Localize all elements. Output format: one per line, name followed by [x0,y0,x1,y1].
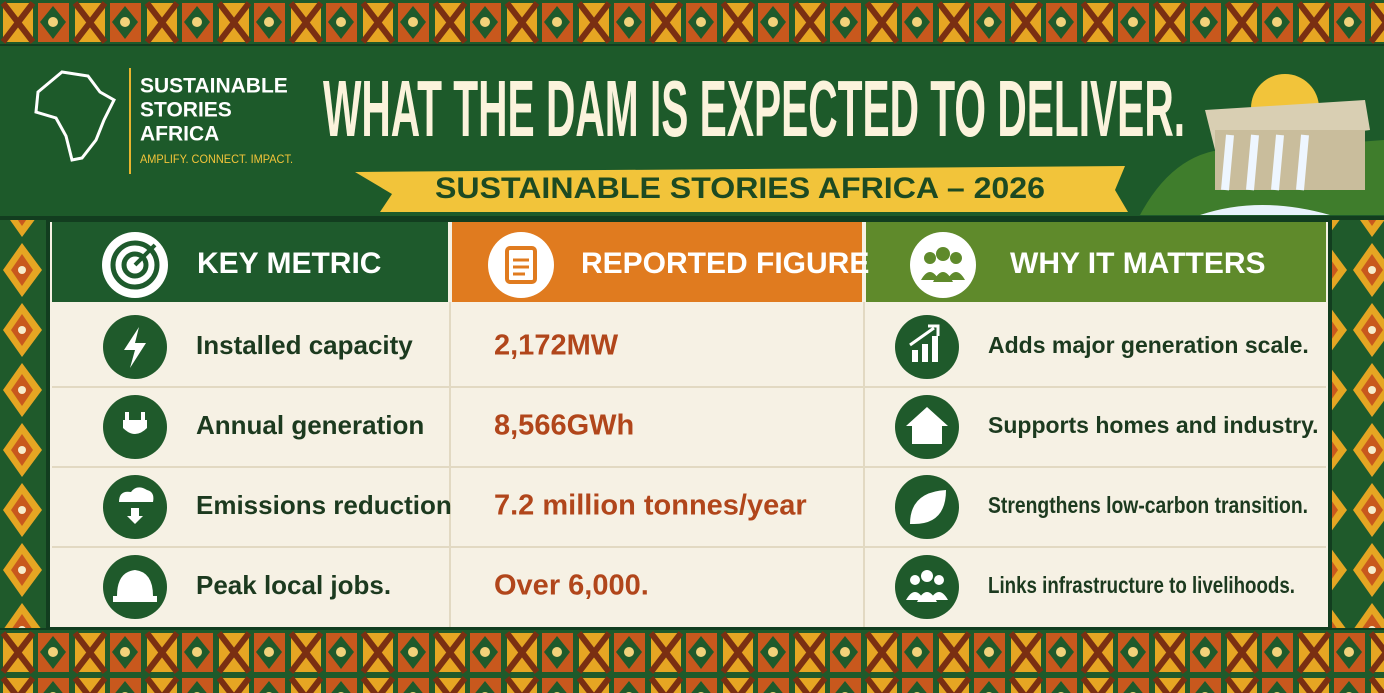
reason: Adds major generation scale. [988,332,1309,358]
dam-illustration [1140,74,1384,215]
column-title: REPORTED FIGURE [581,247,869,280]
subtitle: SUSTAINABLE STORIES AFRICA – 2026 [435,172,1045,205]
clipboard-icon [488,232,554,298]
figure: 8,566GWh [494,410,634,442]
left-pattern [0,220,46,628]
figure: 7.2 million tonnes/year [494,490,807,522]
title: WHAT THE DAM IS EXPECTED TO DELIVER. [323,64,1185,153]
reason: Strengthens low-carbon transition. [988,492,1308,518]
reason: Supports homes and industry. [988,412,1319,438]
logo-text: STORIES [140,99,232,122]
target-icon [102,232,168,298]
reason: Links infrastructure to livelihoods. [988,572,1295,598]
top-pattern [0,0,1384,44]
people-icon [910,232,976,298]
logo-text: AFRICA [140,123,219,146]
metric: Peak local jobs. [196,570,391,600]
bottom-pattern [0,630,1384,693]
metric: Annual generation [196,410,424,440]
row-glyphs [113,324,948,602]
logo-text: SUSTAINABLE [140,75,288,98]
logo-tagline: AMPLIFY. CONNECT. IMPACT. [140,152,293,166]
column-title: KEY METRIC [197,247,381,280]
metric: Emissions reduction [196,490,452,520]
figure: Over 6,000. [494,570,649,602]
column-title: WHY IT MATTERS [1010,247,1266,280]
right-pattern [1332,220,1384,628]
africa-logo [34,70,116,162]
table-rows: Installed capacity 2,172MW Adds major ge… [196,330,1319,602]
subtitle-banner [355,166,1128,212]
figure: 2,172MW [494,330,619,362]
metric: Installed capacity [196,330,413,360]
